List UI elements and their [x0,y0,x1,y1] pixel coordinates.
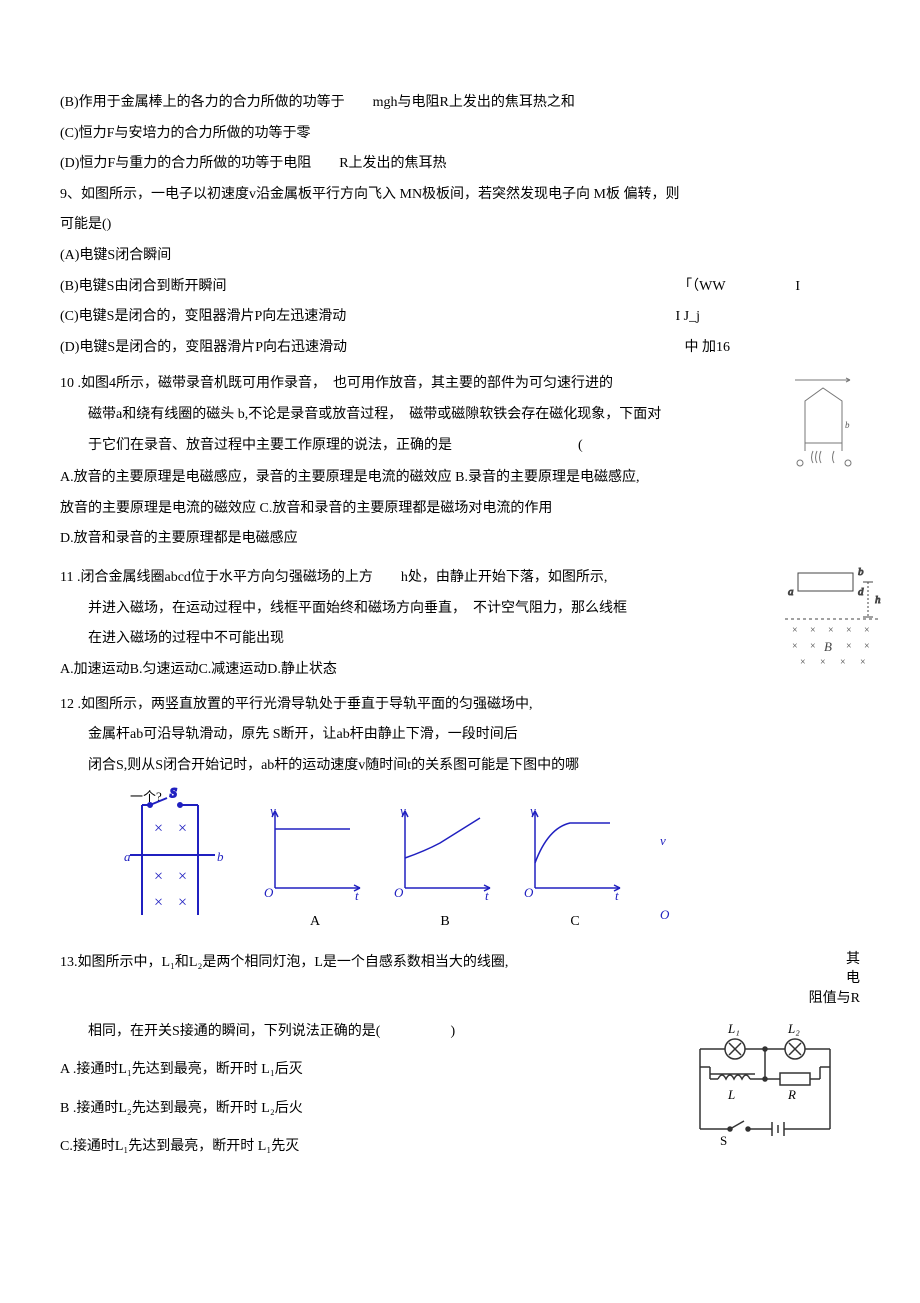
q12-graphB-icon: v O t [390,803,500,903]
q10-optD: D.放音和录音的主要原理都是电磁感应 [60,526,860,553]
q13-l1-row: 13.如图所示中，L₁和L₂是两个相同灯泡，L是一个自感系数相当大的线圈, 其 … [60,950,860,1009]
q11-fig-b: b [858,566,864,578]
q12-A-t: t [355,888,359,903]
q10-figure-icon: b [790,373,860,468]
q12-X-v: v [660,833,666,848]
q9-stem1: 9、如图所示，一电子以初速度v沿金属板平行方向飞入 MN极板间，若突然发现电子向… [60,182,860,209]
svg-text:×: × [864,625,870,636]
q10-figure-wrap: b [790,373,860,479]
q13-fig-L1: L₁ [727,1021,740,1036]
q13-l1r3: 阻值与R [790,989,860,1009]
q12-graph-B: v O t B [390,803,500,936]
q11-fig-a: a [788,586,794,598]
q10-l3: 于它们在录音、放音过程中主要工作原理的说法，正确的是 ( [60,433,860,460]
q13-l1r2: 电 [790,969,860,989]
q12-l1: 12 .如图所示，两竖直放置的平行光滑导轨处于垂直于导轨平面的匀强磁场中, [60,692,860,719]
q10-l1: 10 .如图4所示，磁带录音机既可用作录音， 也可用作放音，其主要的部件为可匀速… [60,371,860,398]
q12-S: S [170,785,177,800]
q9-extraD: 中 加16 [685,335,861,362]
q10-optA2: 放音的主要原理是电流的磁效应 C.放音和录音的主要原理都是磁场对电流的作用 [60,496,860,523]
q11-fig-B: B [824,639,832,654]
q12-l3: 闭合S,则从S闭合开始记时，ab杆的运动速度v随时间t的关系图可能是下图中的哪 [60,753,860,780]
q8-optD: (D)恒力F与重力的合力所做的功等于电阻 R上发出的焦耳热 [60,151,860,178]
q9-row-C: (C)电键S是闭合的，变阻器滑片P向左迅速滑动 I J_j [60,304,860,331]
svg-text:×: × [860,657,866,668]
q12-graph-A: v O t A [260,803,370,936]
svg-text:×: × [846,641,852,652]
q8-optC: (C)恒力F与安培力的合力所做的功等于零 [60,121,860,148]
q12-X-O: O [660,907,670,922]
svg-text:×: × [810,625,816,636]
q13-fig-L: L [727,1087,735,1102]
q12-B-v: v [400,803,406,818]
q9-row-D: (D)电键S是闭合的，变阻器滑片P向右迅速滑动 中 加16 [60,335,860,362]
q12-graph-C: v O t C [520,803,630,936]
q10-l2: 磁带a和绕有线圈的磁头 b,不论是录音或放音过程， 磁带或磁隙软铁会存在磁化现象… [60,402,860,429]
q12-circuit: 一个? ( ) S a b ×× ×× ×× [120,785,240,936]
q12-a: a [124,849,131,864]
q8-optB: (B)作用于金属棒上的各力的合力所做的功等于 mgh与电阻R上发出的焦耳热之和 [60,90,860,117]
q13-l1r1: 其 [790,950,860,970]
q13-fig-S: S [720,1133,727,1148]
q13-figure-icon: L₁ L₂ L R S [680,1019,850,1149]
q11-fig-d: d [858,586,864,598]
svg-text:×: × [846,625,852,636]
q12-C-t: t [615,888,619,903]
svg-text:×: × [800,657,806,668]
q11-figure-icon: b a d h ××××× ×××× ×××× B [780,557,890,677]
q12-labelA: A [260,909,370,936]
svg-text:b: b [845,420,850,430]
q12-A-O: O [264,885,274,900]
svg-text:×: × [810,641,816,652]
svg-text:×: × [820,657,826,668]
q12-C-v: v [530,803,536,818]
q9-optC: (C)电键S是闭合的，变阻器滑片P向左迅速滑动 [60,304,346,331]
q12-b: b [217,849,224,864]
q12-extra-icon: v O [650,825,710,925]
q12-graphC-icon: v O t [520,803,630,903]
svg-text:×: × [792,625,798,636]
svg-text:×: × [154,820,163,837]
q12-labelC: C [520,909,630,936]
q12-graphA-icon: v O t [260,803,370,903]
q9-stem2: 可能是() [60,212,860,239]
svg-text:×: × [154,868,163,885]
q13-figure-wrap: L₁ L₂ L R S [680,1019,850,1160]
q12-C-O: O [524,885,534,900]
q9-extraB: 「（WW I [678,274,860,301]
q9-row-B: (B)电键S由闭合到断开瞬间 「（WW I [60,274,860,301]
q12-labelB: B [390,909,500,936]
svg-text:×: × [828,625,834,636]
q10-optA: A.放音的主要原理是电磁感应，录音的主要原理是电流的磁效应 B.录音的主要原理是… [60,465,860,492]
q11-l1: 11 .闭合金属线圈abcd位于水平方向匀强磁场的上方 h处，由静止开始下落，如… [60,565,860,592]
q9-optA: (A)电键S闭合瞬间 [60,243,860,270]
svg-text:×: × [154,894,163,911]
q12-graph-extra: v O [650,825,710,936]
q11-fig-h: h [875,594,881,606]
q13-fig-R: R [787,1087,796,1102]
svg-text:×: × [178,868,187,885]
svg-text:×: × [840,657,846,668]
q12-circuit-icon: 一个? ( ) S a b ×× ×× ×× [120,785,240,925]
svg-text:×: × [178,820,187,837]
q12-B-O: O [394,885,404,900]
q9-extraC: I J_j [676,304,861,331]
q11-l3: 在进入磁场的过程中不可能出现 [60,626,860,653]
svg-text:×: × [864,641,870,652]
q11-l2: 并进入磁场，在运动过程中，线框平面始终和磁场方向垂直， 不计空气阻力，那么线框 [60,596,860,623]
q13-l1: 13.如图所示中，L₁和L₂是两个相同灯泡，L是一个自感系数相当大的线圈, [60,955,508,970]
q9-optD: (D)电键S是闭合的，变阻器滑片P向右迅速滑动 [60,335,347,362]
q11-figure-wrap: b a d h ××××× ×××× ×××× B [780,557,890,688]
q11-opts: A.加速运动B.匀速运动C.减速运动D.静止状态 [60,657,860,684]
q9-optB: (B)电键S由闭合到断开瞬间 [60,274,226,301]
q12-l2: 金属杆ab可沿导轨滑动，原先 S断开，让ab杆由静止下滑，一段时间后 [60,722,860,749]
q12-B-t: t [485,888,489,903]
svg-text:×: × [792,641,798,652]
q12-A-v: v [270,803,276,818]
svg-text:×: × [178,894,187,911]
q12-graphs-row: 一个? ( ) S a b ×× ×× ×× [120,785,860,936]
q13-fig-L2: L₂ [787,1021,800,1036]
